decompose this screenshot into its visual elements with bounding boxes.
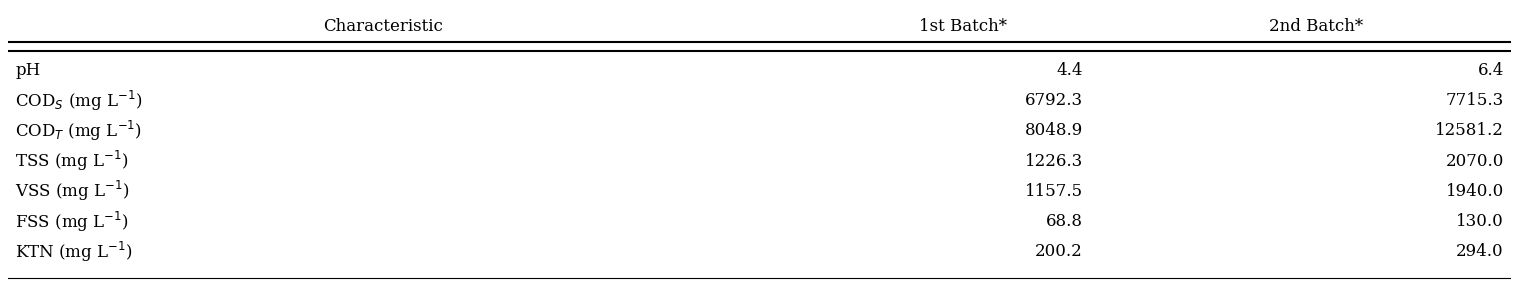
Text: FSS (mg L$^{-1}$): FSS (mg L$^{-1}$) [15, 209, 129, 233]
Text: 68.8: 68.8 [1045, 213, 1083, 230]
Text: 200.2: 200.2 [1034, 243, 1083, 260]
Text: 4.4: 4.4 [1056, 62, 1083, 79]
Text: pH: pH [15, 62, 41, 79]
Text: 2070.0: 2070.0 [1446, 153, 1504, 170]
Text: 1st Batch*: 1st Batch* [919, 18, 1007, 35]
Text: 1157.5: 1157.5 [1025, 183, 1083, 200]
Text: 12581.2: 12581.2 [1435, 123, 1504, 139]
Text: 8048.9: 8048.9 [1025, 123, 1083, 139]
Text: Characteristic: Characteristic [324, 18, 444, 35]
Text: TSS (mg L$^{-1}$): TSS (mg L$^{-1}$) [15, 149, 129, 173]
Text: 2nd Batch*: 2nd Batch* [1268, 18, 1363, 35]
Text: COD$_T$ (mg L$^{-1}$): COD$_T$ (mg L$^{-1}$) [15, 119, 143, 143]
Text: 130.0: 130.0 [1457, 213, 1504, 230]
Text: COD$_S$ (mg L$^{-1}$): COD$_S$ (mg L$^{-1}$) [15, 89, 143, 113]
Text: 1226.3: 1226.3 [1025, 153, 1083, 170]
Text: KTN (mg L$^{-1}$): KTN (mg L$^{-1}$) [15, 240, 132, 264]
Text: 7715.3: 7715.3 [1446, 92, 1504, 109]
Text: 1940.0: 1940.0 [1446, 183, 1504, 200]
Text: 6.4: 6.4 [1478, 62, 1504, 79]
Text: 6792.3: 6792.3 [1025, 92, 1083, 109]
Text: VSS (mg L$^{-1}$): VSS (mg L$^{-1}$) [15, 179, 129, 203]
Text: 294.0: 294.0 [1457, 243, 1504, 260]
